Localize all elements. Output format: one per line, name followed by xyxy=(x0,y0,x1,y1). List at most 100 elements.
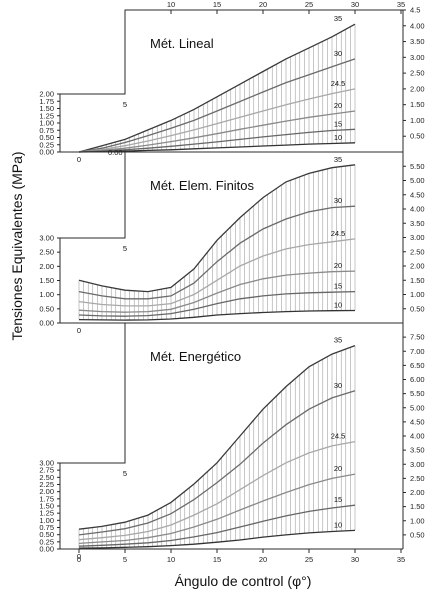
series-label: 20 xyxy=(334,464,342,473)
left-y-tick-label: 0.00 xyxy=(39,148,54,157)
left-y-tick-label: 2.00 xyxy=(39,487,54,496)
series-line-24-5 xyxy=(78,88,356,153)
left-y-tick-label: 2.25 xyxy=(39,480,54,489)
series-line-24-5 xyxy=(78,238,356,307)
left-y-tick-label: 1.00 xyxy=(39,119,54,128)
panel-3: 3.002.752.502.252.001.751.501.251.000.75… xyxy=(39,322,425,561)
series-label: 24.5 xyxy=(331,229,346,238)
left-y-tick-label: 0.00 xyxy=(39,545,54,554)
left-y-tick-label: 2.00 xyxy=(39,262,54,271)
bottom-x-tick-label: 0 xyxy=(77,555,81,564)
series-line-35 xyxy=(78,344,356,530)
bottom-x-tick-label: 15 xyxy=(213,555,221,564)
series-line-15 xyxy=(78,290,356,317)
step-mark-0: 0 xyxy=(77,552,81,561)
right-y-tick-label: 2.50 xyxy=(410,69,425,78)
right-y-tick-label: 4.00 xyxy=(410,432,425,441)
right-y-tick-label: 0.50 xyxy=(410,530,425,539)
right-y-tick-label: 1.50 xyxy=(410,502,425,511)
left-y-tick-label: 1.25 xyxy=(39,111,54,120)
panel2-corner-label: 0.00 xyxy=(108,148,123,157)
top-x-tick-label: 20 xyxy=(259,0,267,9)
series-label: 20 xyxy=(334,101,342,110)
right-y-tick-label: 3.00 xyxy=(410,233,425,242)
left-y-tick-label: 2.00 xyxy=(39,90,54,99)
top-x-tick-label: 30 xyxy=(351,0,359,9)
panel-title: Mét. Energético xyxy=(150,349,241,364)
bottom-x-tick-label: 35 xyxy=(397,555,405,564)
series-label: 10 xyxy=(334,520,342,529)
left-y-tick-label: 1.75 xyxy=(39,97,54,106)
series-line-10 xyxy=(78,142,356,153)
series-line-10 xyxy=(78,529,356,549)
series-line-35 xyxy=(78,23,356,153)
y-axis-label: Tensiones Equivalentes (MPa) xyxy=(9,151,25,340)
right-y-tick-label: 1.50 xyxy=(410,276,425,285)
panels-layer: 10 15 20 25 30 350 5 10 15 20 25 30 352.001.751.501.… xyxy=(39,0,424,564)
left-y-tick-label: 2.75 xyxy=(39,466,54,475)
panel-frame xyxy=(60,151,403,239)
bottom-x-tick-label: 5 xyxy=(123,555,127,564)
series-label: 10 xyxy=(334,133,342,142)
hatch-band xyxy=(83,24,356,152)
left-y-tick-label: 2.50 xyxy=(39,248,54,257)
right-y-tick-label: 6.00 xyxy=(410,375,425,384)
left-y-tick-label: 0.50 xyxy=(39,530,54,539)
x-axis-label: Ángulo de control (φ°) xyxy=(175,573,312,589)
step-mark-5: 5 xyxy=(123,100,127,109)
left-y-tick-label: 1.00 xyxy=(39,290,54,299)
series-label: 30 xyxy=(334,49,342,58)
step-mark-0: 0 xyxy=(77,326,81,335)
left-y-tick-label: 2.50 xyxy=(39,473,54,482)
step-mark-0: 0 xyxy=(77,155,81,164)
left-y-tick-label: 3.00 xyxy=(39,234,54,243)
right-y-tick-label: 2.00 xyxy=(410,84,425,93)
series-label: 30 xyxy=(334,196,342,205)
right-y-tick-label: 7.50 xyxy=(410,333,425,342)
panel-frame xyxy=(60,322,403,464)
bottom-x-axis: 0 5 10 15 20 25 30 35 xyxy=(60,548,405,564)
right-y-tick-label: 4.5 xyxy=(410,6,420,15)
left-y-tick-label: 1.00 xyxy=(39,516,54,525)
bottom-x-tick-label: 30 xyxy=(351,555,359,564)
series-line-30 xyxy=(78,58,356,153)
top-x-tick-label: 25 xyxy=(305,0,313,9)
right-y-tick-label: 4.50 xyxy=(410,417,425,426)
panel-1: 2.001.751.501.251.000.750.500.250.004.54… xyxy=(39,6,424,165)
left-y-tick-label: 3.00 xyxy=(39,459,54,468)
right-y-tick-label: 1.00 xyxy=(410,116,425,125)
left-y-tick-label: 0.25 xyxy=(39,537,54,546)
series-line-20 xyxy=(78,110,356,153)
series-line-20 xyxy=(78,473,356,545)
series-label: 35 xyxy=(334,14,342,23)
right-y-tick-label: 1.50 xyxy=(410,100,425,109)
left-y-tick-label: 0.50 xyxy=(39,304,54,313)
series-line-20 xyxy=(78,270,356,313)
left-y-tick-label: 0.75 xyxy=(39,126,54,135)
left-y-tick-label: 0.50 xyxy=(39,133,54,142)
series-label: 30 xyxy=(334,381,342,390)
panel-title: Mét. Elem. Finitos xyxy=(150,178,255,193)
left-y-tick-label: 0.75 xyxy=(39,523,54,532)
right-y-tick-label: 3.50 xyxy=(410,446,425,455)
bottom-x-tick-label: 25 xyxy=(305,555,313,564)
left-y-tick-label: 0.00 xyxy=(39,319,54,328)
bottom-x-tick-label: 20 xyxy=(259,555,267,564)
series-label: 35 xyxy=(334,155,342,164)
series-label: 24.5 xyxy=(331,79,346,88)
left-y-tick-label: 1.50 xyxy=(39,104,54,113)
right-y-tick-label: 4.00 xyxy=(410,205,425,214)
right-y-tick-label: 5.00 xyxy=(410,403,425,412)
panel-frame xyxy=(60,9,403,95)
right-y-tick-label: 2.00 xyxy=(410,262,425,271)
top-x-tick-label: 35 xyxy=(397,0,405,9)
series-label: 20 xyxy=(334,261,342,270)
bottom-x-tick-label: 10 xyxy=(167,555,175,564)
series-line-30 xyxy=(78,390,356,536)
right-y-tick-label: 5.00 xyxy=(410,176,425,185)
right-y-tick-label: 3.00 xyxy=(410,460,425,469)
right-y-tick-label: 2.00 xyxy=(410,488,425,497)
panel-2: 3.00 2.50 2.00 1.50 1.00 0.50 0.00 5.50 5.00 4.50… xyxy=(39,151,425,335)
top-x-tick-label: 15 xyxy=(213,0,221,9)
